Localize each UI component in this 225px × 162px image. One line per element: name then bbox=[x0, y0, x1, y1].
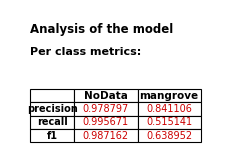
Text: Per class metrics:: Per class metrics: bbox=[30, 47, 141, 57]
Bar bbox=[30, 89, 74, 102]
Text: precision: precision bbox=[27, 104, 77, 114]
Bar bbox=[74, 102, 137, 116]
Text: 0.978797: 0.978797 bbox=[83, 104, 129, 114]
Text: 0.841106: 0.841106 bbox=[146, 104, 192, 114]
Text: 0.987162: 0.987162 bbox=[83, 131, 129, 141]
Text: mangrove: mangrove bbox=[140, 91, 199, 101]
Bar bbox=[30, 102, 74, 116]
Bar bbox=[137, 89, 201, 102]
Bar bbox=[137, 129, 201, 142]
Text: 0.515141: 0.515141 bbox=[146, 117, 192, 127]
Bar bbox=[137, 116, 201, 129]
Bar bbox=[74, 129, 137, 142]
Text: 0.995671: 0.995671 bbox=[83, 117, 129, 127]
Bar bbox=[74, 89, 137, 102]
Text: f1: f1 bbox=[47, 131, 58, 141]
Text: 0.638952: 0.638952 bbox=[146, 131, 192, 141]
Text: NoData: NoData bbox=[84, 91, 128, 101]
Bar bbox=[137, 102, 201, 116]
Text: recall: recall bbox=[37, 117, 68, 127]
Bar bbox=[30, 116, 74, 129]
Text: Analysis of the model: Analysis of the model bbox=[30, 23, 173, 36]
Bar bbox=[74, 116, 137, 129]
Bar bbox=[30, 129, 74, 142]
